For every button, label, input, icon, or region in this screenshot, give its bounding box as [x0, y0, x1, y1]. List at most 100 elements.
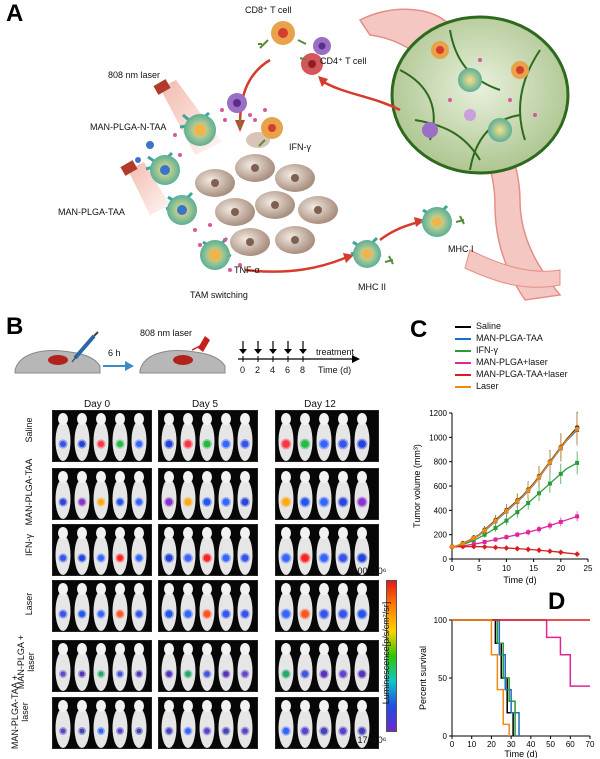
x-tick-label: 20: [487, 740, 496, 749]
mouse-body: [55, 700, 71, 748]
row-label-laser: Laser: [24, 592, 34, 616]
luminescence-spot: [204, 728, 210, 734]
luminescence-spot: [282, 440, 290, 448]
luminescence-spot: [60, 441, 66, 447]
panel-a-illustration: [120, 8, 570, 301]
data-point: [547, 460, 552, 465]
mouse-body: [316, 413, 332, 461]
data-point: [493, 525, 498, 530]
luminescence-spot: [358, 498, 366, 506]
survival-curve-1: [452, 619, 520, 736]
label-mhc-i: MHC I: [448, 244, 474, 254]
x-tick-label: 10: [502, 564, 511, 573]
luminescence-spot: [358, 440, 366, 448]
luminescence-spot: [301, 727, 309, 735]
data-point: [526, 530, 531, 535]
mouse-body: [161, 700, 177, 748]
colorbar-title: Luminescence[p/s/cm²/sr]: [381, 601, 391, 705]
arrow-tumor-to-dc: [244, 256, 346, 273]
luminescence-spot: [184, 440, 192, 448]
row-label-saline: Saline: [24, 417, 34, 443]
legend-swatch: [455, 385, 471, 388]
data-point: [537, 527, 542, 532]
mouse-image-r2-c1: [158, 524, 258, 576]
luminescence-spot: [223, 671, 229, 677]
data-point: [575, 460, 580, 465]
mouse-body: [93, 583, 109, 631]
y-axis-label: Tumor volume (mm³): [412, 444, 422, 528]
mouse-body: [354, 583, 370, 631]
y-tick-label: 0: [443, 555, 448, 564]
luminescence-spot: [98, 555, 104, 561]
luminescence-spot: [98, 441, 104, 447]
mouse-body: [297, 643, 313, 691]
timeline-treatment-label: treatment: [316, 347, 355, 357]
legend-swatch: [455, 373, 471, 376]
data-point: [537, 491, 542, 496]
mouse-image-r3-c0: [52, 580, 152, 632]
data-point: [575, 514, 580, 519]
mouse-body: [218, 413, 234, 461]
luminescence-colorbar: [386, 580, 397, 732]
mouse-body: [199, 700, 215, 748]
y-tick-label: 100: [434, 616, 448, 625]
luminescence-spot: [339, 727, 347, 735]
panel-b-letter: B: [6, 313, 24, 340]
luminescence-spot: [79, 728, 85, 734]
data-point: [482, 532, 487, 537]
label-cd4-t-cell: CD4⁺ T cell: [320, 56, 367, 66]
mouse-body: [218, 700, 234, 748]
x-tick-label: 20: [556, 564, 565, 573]
mouse-body: [354, 527, 370, 575]
data-point: [482, 539, 487, 544]
x-tick-label: 50: [546, 740, 555, 749]
day-label-5: Day 5: [191, 399, 219, 410]
luminescence-spot: [320, 554, 328, 562]
mouse-body: [335, 643, 351, 691]
mouse-image-r1-c2: [275, 468, 379, 520]
luminescence-spot: [60, 611, 66, 617]
legend-swatch: [455, 349, 471, 352]
mouse-body: [131, 527, 147, 575]
data-point: [493, 518, 498, 523]
mouse-body: [112, 643, 128, 691]
mouse-body: [112, 471, 128, 519]
luminescence-spot: [79, 555, 85, 561]
luminescence-spot: [339, 610, 347, 618]
mouse-image-r4-c1: [158, 640, 258, 692]
mouse-body: [180, 413, 196, 461]
x-axis-label: Time (d): [504, 749, 537, 758]
data-point: [460, 541, 465, 546]
data-point: [450, 544, 454, 549]
laser-beam-2: [128, 162, 170, 215]
label-808-laser-a: 808 nm laser: [108, 70, 161, 80]
data-point: [514, 545, 521, 552]
luminescence-spot: [282, 498, 290, 506]
data-point: [504, 535, 509, 540]
luminescence-spot: [117, 611, 123, 617]
label-tam-switching: TAM switching: [190, 290, 248, 300]
mouse-body: [180, 471, 196, 519]
mouse-image-r5-c0: [52, 697, 152, 749]
luminescence-spot: [241, 440, 249, 448]
mouse-body: [161, 471, 177, 519]
x-tick-label: 5: [477, 564, 482, 573]
luminescence-spot: [98, 728, 104, 734]
mouse-body: [93, 413, 109, 461]
mouse-body: [354, 413, 370, 461]
mouse-body: [316, 583, 332, 631]
mouse-body: [131, 413, 147, 461]
luminescence-spot: [117, 728, 123, 734]
cd4-t-cell-1: [313, 37, 331, 55]
arrow-tcells-to-tumor: [238, 58, 271, 126]
mouse-body: [316, 471, 332, 519]
label-man-plga-n-taa: MAN-PLGA-N-TAA: [90, 122, 167, 132]
mouse-body: [180, 700, 196, 748]
x-tick-label: 10: [467, 740, 476, 749]
luminescence-spot: [358, 610, 366, 618]
mouse-body: [55, 471, 71, 519]
data-point: [547, 523, 552, 528]
mouse-body: [278, 700, 294, 748]
luminescence-spot: [339, 498, 347, 506]
mouse-body: [316, 643, 332, 691]
